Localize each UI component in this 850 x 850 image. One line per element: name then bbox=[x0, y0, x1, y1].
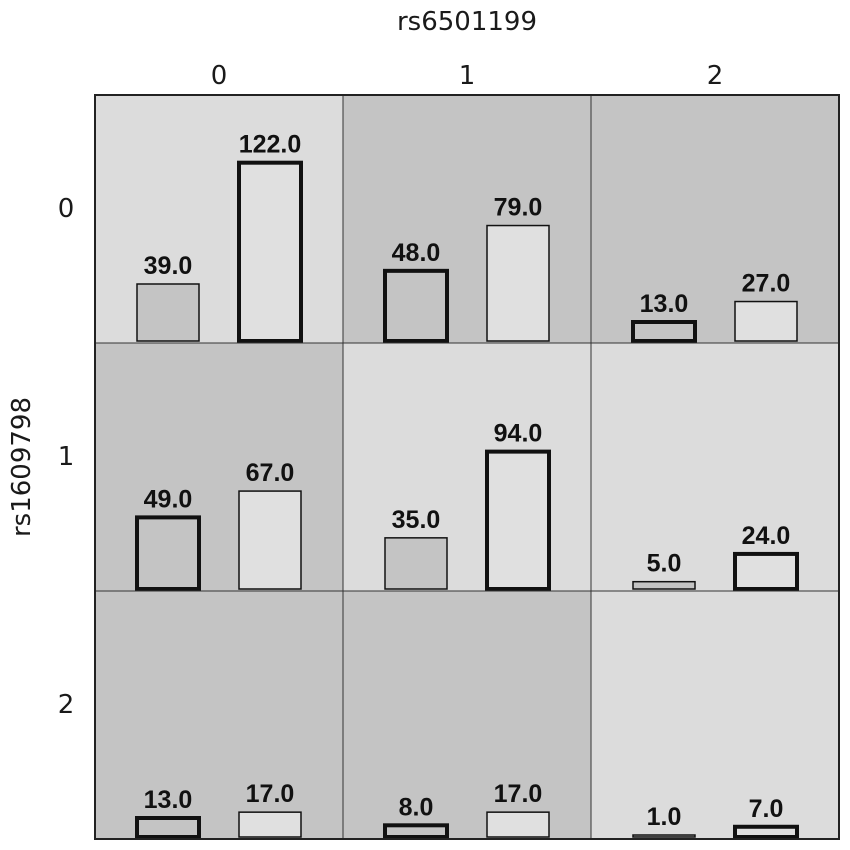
bar bbox=[632, 580, 696, 590]
row-tick-labels: 0 1 2 bbox=[58, 194, 75, 720]
cell-background bbox=[342, 590, 592, 840]
bar bbox=[734, 300, 798, 342]
cell-background bbox=[94, 94, 344, 344]
cell-background bbox=[590, 94, 840, 344]
bar-value-label: 24.0 bbox=[742, 522, 791, 550]
bar bbox=[383, 823, 449, 839]
bar-value-label: 13.0 bbox=[640, 290, 689, 318]
bar-value-label: 39.0 bbox=[144, 252, 193, 280]
bar bbox=[486, 811, 550, 838]
column-tick-label: 0 bbox=[211, 61, 228, 91]
bar bbox=[733, 824, 799, 839]
column-tick-label: 2 bbox=[707, 61, 724, 91]
cell-grid: 39.0 122.0 48.0 79.0 13.0 27.0 49.0 67.0 35.0 94.… bbox=[94, 94, 840, 840]
bar bbox=[135, 515, 201, 592]
bar bbox=[486, 224, 550, 342]
bar-value-label: 5.0 bbox=[647, 550, 682, 578]
bar-value-label: 49.0 bbox=[144, 485, 193, 513]
column-tick-label: 1 bbox=[459, 61, 476, 91]
bar bbox=[238, 811, 302, 838]
column-tick-labels: 0 1 2 bbox=[211, 61, 724, 91]
row-tick-label: 0 bbox=[58, 194, 75, 224]
cell-background bbox=[590, 342, 840, 592]
bar-value-label: 79.0 bbox=[494, 194, 543, 222]
bar bbox=[733, 551, 799, 592]
cell-background bbox=[94, 342, 344, 592]
cell-background bbox=[94, 590, 344, 840]
bar bbox=[136, 283, 200, 342]
bar-value-label: 48.0 bbox=[392, 239, 441, 267]
bar bbox=[631, 320, 697, 343]
x-axis-title: rs6501199 bbox=[397, 7, 537, 37]
row-tick-label: 1 bbox=[58, 442, 75, 472]
cell-background bbox=[342, 342, 592, 592]
bar-value-label: 27.0 bbox=[742, 270, 791, 298]
bar bbox=[238, 490, 302, 590]
y-axis-title: rs1609798 bbox=[7, 397, 37, 537]
bar-value-label: 35.0 bbox=[392, 506, 441, 534]
bar-value-label: 1.0 bbox=[647, 803, 682, 831]
bar bbox=[485, 449, 551, 591]
plot-border bbox=[94, 94, 840, 840]
cell-background bbox=[342, 94, 592, 344]
bar-value-label: 122.0 bbox=[239, 131, 302, 159]
bar-value-label: 17.0 bbox=[494, 780, 543, 808]
bar bbox=[237, 160, 303, 343]
bar-value-label: 94.0 bbox=[494, 420, 543, 448]
bar-value-label: 17.0 bbox=[246, 780, 295, 808]
bar bbox=[135, 816, 201, 839]
bar-value-label: 8.0 bbox=[399, 793, 434, 821]
cell-background bbox=[590, 590, 840, 840]
bar bbox=[632, 834, 696, 838]
bar bbox=[383, 268, 449, 344]
bar-value-label: 13.0 bbox=[144, 786, 193, 814]
bar bbox=[384, 537, 448, 590]
bar-value-label: 67.0 bbox=[246, 459, 295, 487]
bar-value-label: 7.0 bbox=[749, 795, 784, 823]
row-tick-label: 2 bbox=[58, 690, 75, 720]
